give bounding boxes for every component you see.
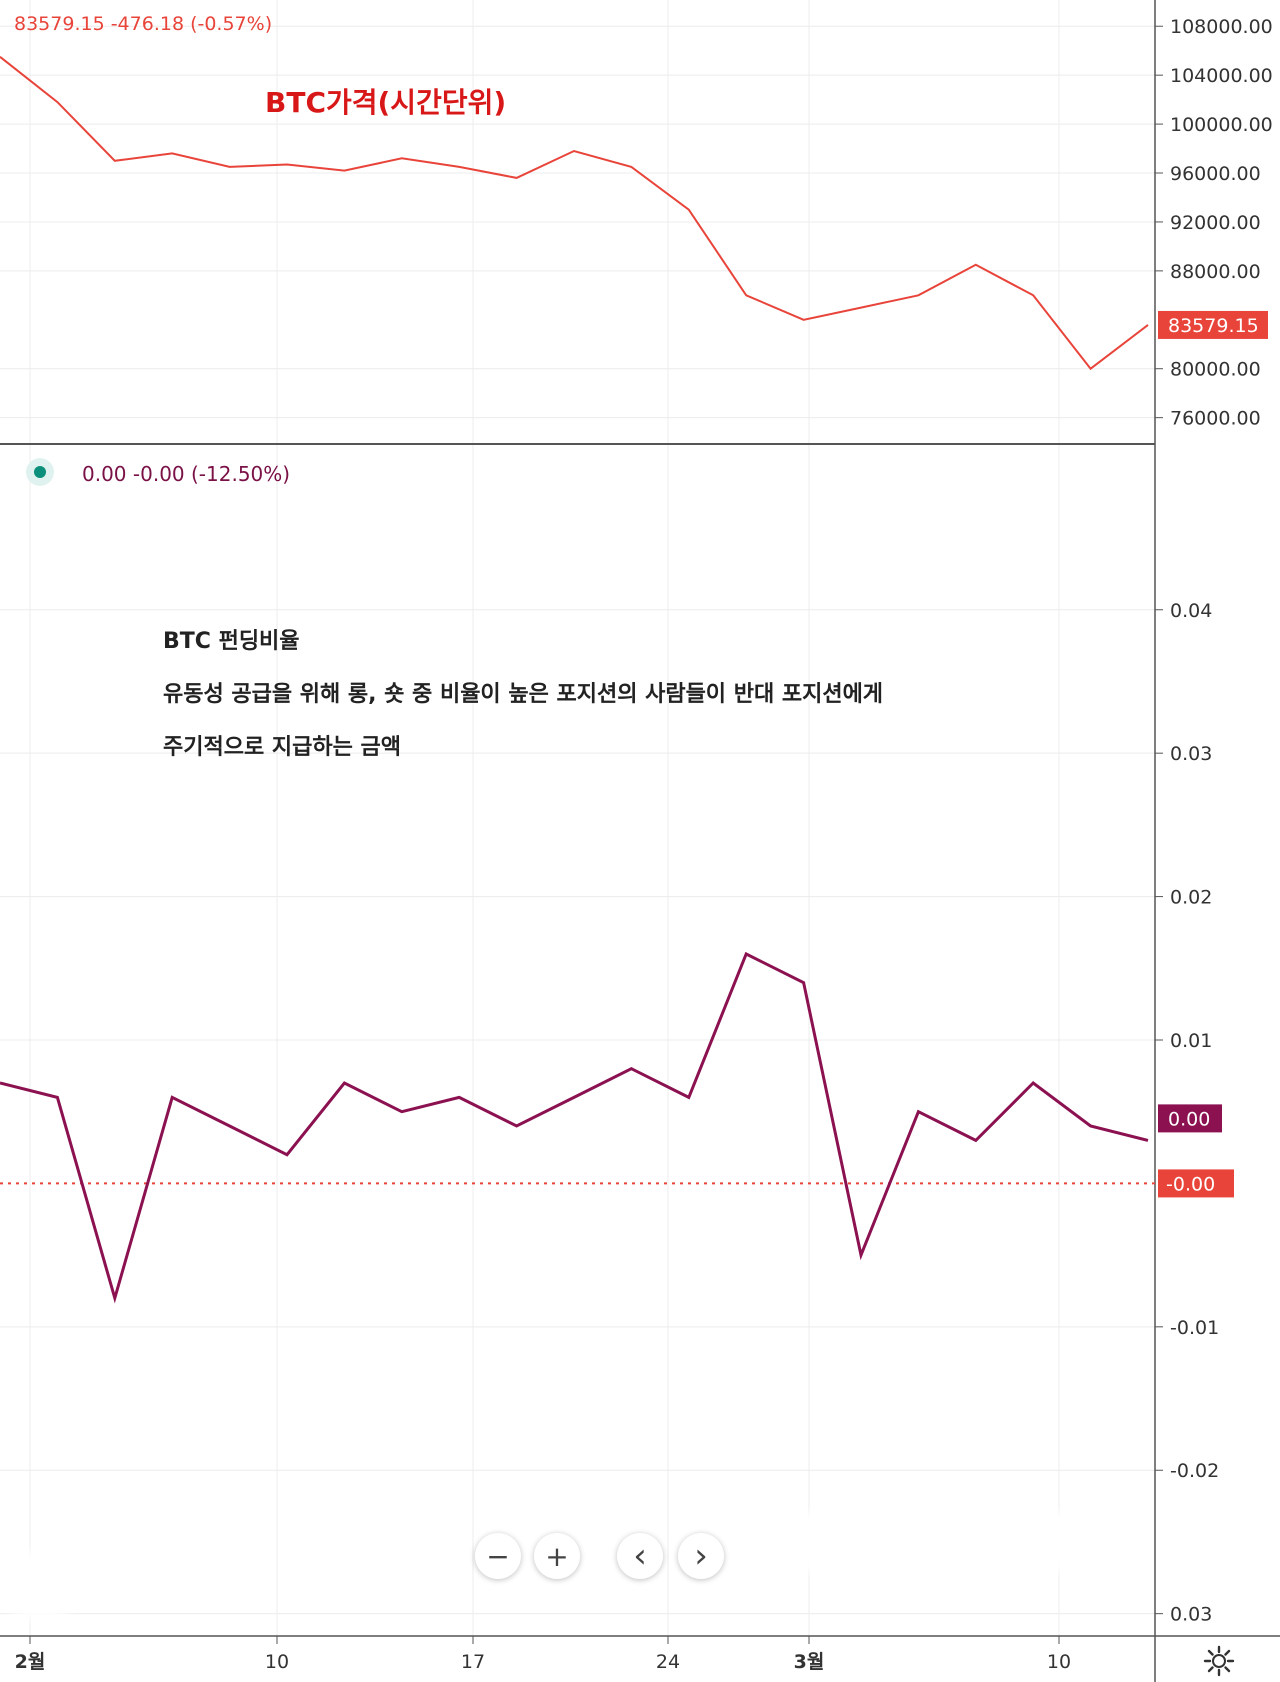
price-tick-label: 92000.00 <box>1170 212 1261 234</box>
funding-last-label: 0.00 <box>1168 1108 1210 1130</box>
funding-tick-label: -0.01 <box>1170 1317 1219 1339</box>
funding-tick-label: 0.03 <box>1170 1604 1212 1626</box>
grid-lines <box>0 0 1155 1636</box>
time-x-axis[interactable]: 2월 10 17 24 3월 10 <box>15 1636 1071 1673</box>
indicator-dot-icon <box>34 466 46 478</box>
obscured-region-left <box>0 1550 80 1620</box>
funding-description-line-2: 주기적으로 지급하는 금액 <box>163 735 401 760</box>
funding-zero-badge <box>1158 1169 1234 1198</box>
price-tick-label: 76000.00 <box>1170 408 1261 430</box>
obscured-region <box>750 1512 1130 1572</box>
price-tick-label: 80000.00 <box>1170 359 1261 381</box>
price-last-value: 83579.15 <box>1158 310 1268 339</box>
funding-tick-label: 0.02 <box>1170 887 1212 909</box>
funding-chart-title: BTC 펀딩비율 <box>163 629 300 654</box>
x-tick-label: 17 <box>461 1651 485 1673</box>
price-last-label: 83579.15 <box>1168 315 1259 337</box>
price-last-badge <box>1158 310 1268 339</box>
x-tick-label: 3월 <box>794 1651 825 1673</box>
price-tick-label: 108000.00 <box>1170 16 1273 38</box>
funding-y-axis: 0.04 0.03 0.02 0.01 -0.01 -0.02 0.03 <box>1155 600 1219 1626</box>
funding-description-line-1: 유동성 공급을 위해 롱, 숏 중 비율이 높은 포지션의 사람들이 반대 포지… <box>163 682 883 707</box>
price-tick-label: 88000.00 <box>1170 261 1261 283</box>
price-tick-label: 100000.00 <box>1170 114 1273 136</box>
scroll-left-button[interactable]: ‹ <box>617 1533 663 1579</box>
gear-icon[interactable] <box>1202 1644 1236 1678</box>
zoom-out-button[interactable]: − <box>475 1533 521 1579</box>
funding-line <box>0 951 1149 1304</box>
x-tick-label: 10 <box>265 1651 289 1673</box>
funding-legend: 0.00 -0.00 (-12.50%) <box>82 462 290 486</box>
zoom-in-button[interactable]: + <box>534 1533 580 1579</box>
price-line <box>0 56 1149 371</box>
funding-tick-label: 0.04 <box>1170 600 1212 622</box>
x-tick-label: 24 <box>656 1651 680 1673</box>
scroll-right-button[interactable]: › <box>678 1533 724 1579</box>
x-tick-label: 2월 <box>15 1651 46 1673</box>
price-tick-label: 96000.00 <box>1170 163 1261 185</box>
funding-tick-label: 0.03 <box>1170 743 1212 765</box>
price-legend: 83579.15 -476.18 (-0.57%) <box>14 13 272 35</box>
x-tick-label: 10 <box>1047 1651 1071 1673</box>
price-y-axis: 108000.00 104000.00 100000.00 96000.00 92000… <box>1155 16 1273 430</box>
funding-tick-label: 0.01 <box>1170 1030 1212 1052</box>
funding-zero-label: -0.00 <box>1166 1173 1215 1195</box>
funding-last-badge <box>1158 1104 1222 1133</box>
funding-tick-label: -0.02 <box>1170 1460 1219 1482</box>
funding-last-value: 0.00 -0.00 <box>1158 1104 1234 1198</box>
price-chart-title: BTC가격(시간단위) <box>265 86 506 119</box>
price-tick-label: 104000.00 <box>1170 65 1273 87</box>
